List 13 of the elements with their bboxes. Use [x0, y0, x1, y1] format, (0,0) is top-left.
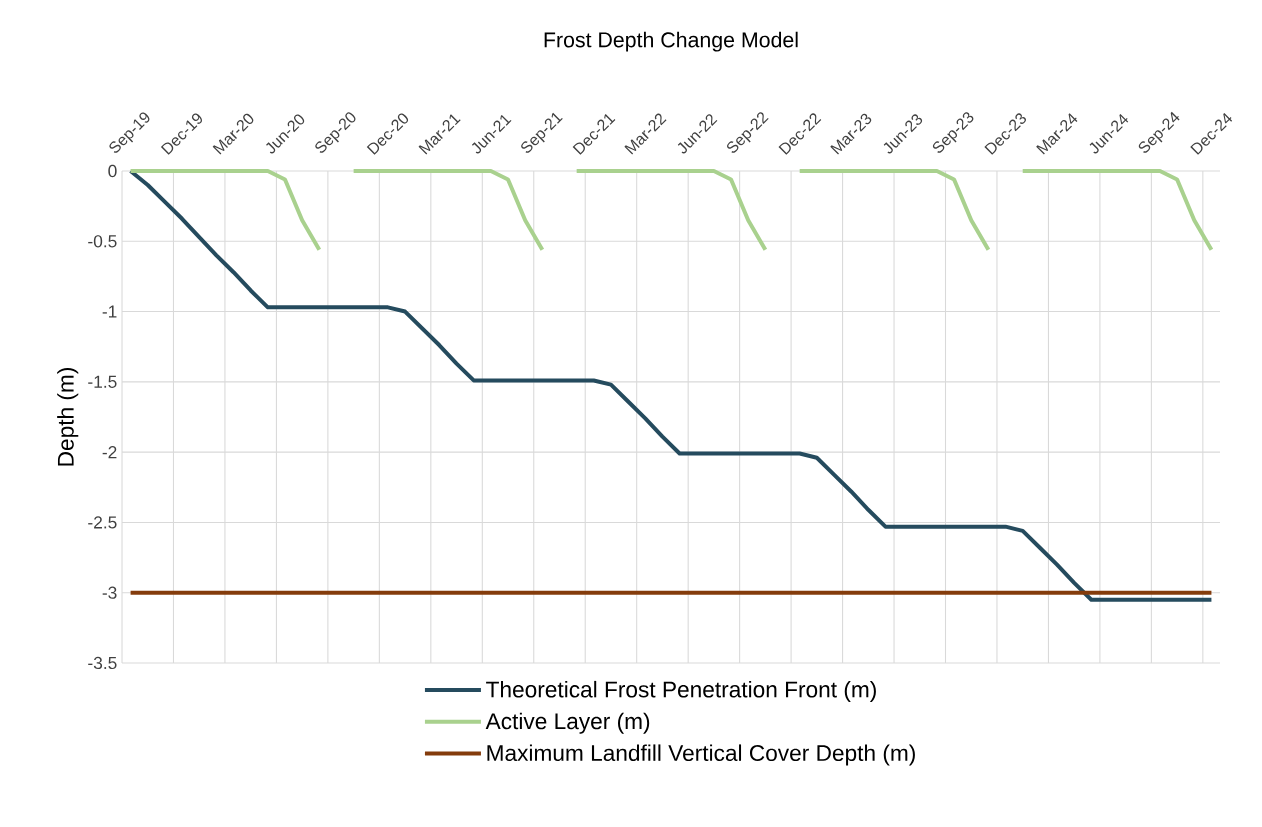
legend-label: Maximum Landfill Vertical Cover Depth (m)	[487, 744, 915, 766]
y-tick-label: -3.5	[88, 656, 117, 670]
y-tick-label: -1	[102, 305, 117, 318]
legend-label: Theoretical Frost Penetration Front (m)	[486, 680, 876, 702]
y-axis-title: Depth (m)	[57, 368, 79, 466]
y-tick-label: -3	[102, 586, 117, 599]
y-tick-label: -0.5	[88, 235, 117, 248]
y-tick-label: -2.5	[88, 516, 117, 529]
y-tick-label: 0	[108, 164, 117, 178]
chart-title: Frost Depth Change Model	[544, 31, 798, 52]
legend-label: Active Layer (m)	[485, 712, 650, 734]
y-tick-label: -1.5	[88, 375, 117, 388]
y-tick-label: -2	[102, 446, 117, 459]
